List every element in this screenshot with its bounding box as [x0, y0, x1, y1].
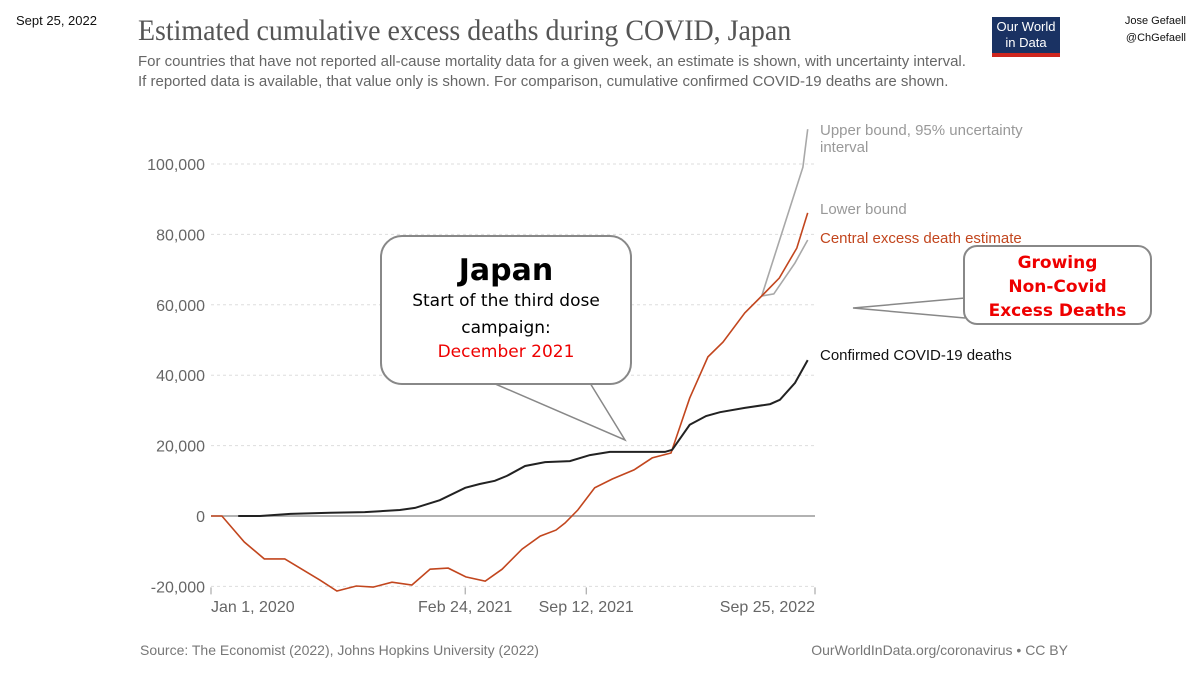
series-line-central-excess-death-estimate — [211, 212, 809, 592]
y-tick-label: 40,000 — [156, 368, 205, 385]
callout-highlight: December 2021 — [437, 342, 575, 362]
y-tick-label: 100,000 — [147, 157, 205, 174]
author: Jose Gefaell @ChGefaell — [1125, 13, 1186, 47]
series-label: Upper bound, 95% uncertainty interval — [820, 122, 1023, 156]
y-tick-label: 60,000 — [156, 298, 205, 315]
label-line: interval — [820, 139, 868, 156]
source-note: Source: The Economist (2022), Johns Hopk… — [140, 642, 539, 658]
callout-heading: Japan — [458, 253, 554, 288]
date-stamp: Sept 25, 2022 — [16, 13, 97, 28]
author-name: Jose Gefaell — [1124, 15, 1186, 27]
x-tick-label: Feb 24, 2021 — [418, 599, 512, 616]
y-tick-label: 80,000 — [156, 227, 205, 244]
label-line: Upper bound, 95% uncertainty — [820, 122, 1023, 139]
callout-text: Start of the third dose — [412, 291, 600, 311]
owid-logo: Our World in Data — [992, 17, 1060, 57]
x-tick-label: Sep 25, 2022 — [720, 599, 815, 616]
callout-text: Excess Deaths — [988, 301, 1127, 321]
callout-tail — [492, 382, 627, 442]
y-tick-label: 20,000 — [156, 439, 205, 456]
series-line-lower-bound — [761, 239, 809, 297]
series-line-upper-bound-95-uncertainty-interval — [760, 129, 809, 297]
chart-title: Estimated cumulative excess deaths durin… — [138, 14, 792, 47]
x-tick-label: Jan 1, 2020 — [211, 599, 295, 616]
callout-text: campaign: — [461, 318, 551, 338]
series-line-confirmed-covid-19-deaths — [238, 359, 809, 517]
growing-deaths-callout: Growing Non-Covid Excess Deaths — [963, 245, 1152, 325]
y-tick-label: -20,000 — [151, 579, 205, 596]
callout-tail — [852, 297, 966, 319]
callout-text: Non-Covid — [1008, 277, 1107, 297]
series-label: Central excess death estimate — [820, 230, 1022, 247]
series-label: Lower bound — [820, 201, 907, 218]
y-tick-label: 0 — [196, 509, 205, 526]
japan-callout: Japan Start of the third dose campaign: … — [380, 235, 632, 385]
source-link[interactable]: OurWorldInData.org/coronavirus • CC BY — [811, 642, 1068, 658]
logo-line: Our World — [996, 19, 1056, 34]
series-label: Confirmed COVID-19 deaths — [820, 347, 1012, 364]
x-tick-label: Sep 12, 2021 — [539, 599, 634, 616]
author-handle: @ChGefaell — [1125, 32, 1186, 44]
logo-line: in Data — [1005, 35, 1047, 50]
chart-subtitle: For countries that have not reported all… — [138, 53, 966, 90]
callout-text: Growing — [1017, 253, 1098, 273]
